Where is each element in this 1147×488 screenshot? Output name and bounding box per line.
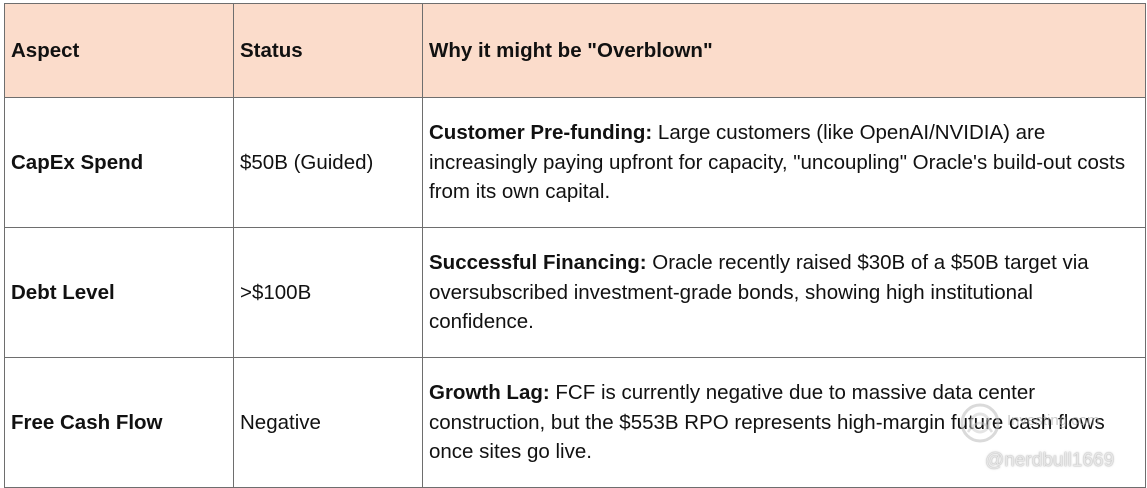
row-status: Negative bbox=[233, 357, 423, 488]
row-why: Customer Pre-funding: Large customers (l… bbox=[422, 97, 1146, 228]
row-aspect: CapEx Spend bbox=[4, 97, 234, 228]
row-why-detail: FCF is currently negative due to massive… bbox=[429, 381, 1105, 464]
row-aspect: Free Cash Flow bbox=[4, 357, 234, 488]
header-why: Why it might be "Overblown" bbox=[422, 3, 1146, 98]
table-row: Free Cash Flow Negative Growth Lag: FCF … bbox=[4, 357, 1146, 488]
header-aspect: Aspect bbox=[4, 3, 234, 98]
row-why-detail: Oracle recently raised $30B of a $50B ta… bbox=[429, 251, 1089, 334]
row-status: $50B (Guided) bbox=[233, 97, 423, 228]
row-status: >$100B bbox=[233, 227, 423, 358]
row-why-lead: Successful Financing: bbox=[429, 251, 647, 275]
row-why: Growth Lag: FCF is currently negative du… bbox=[422, 357, 1146, 488]
row-why-lead: Customer Pre-funding: bbox=[429, 121, 653, 145]
row-aspect: Debt Level bbox=[4, 227, 234, 358]
row-why-detail: Large customers (like OpenAI/NVIDIA) are… bbox=[429, 121, 1126, 204]
table-row: Debt Level >$100B Successful Financing: … bbox=[4, 227, 1146, 358]
row-why: Successful Financing: Oracle recently ra… bbox=[422, 227, 1146, 358]
table-header-row: Aspect Status Why it might be "Overblown… bbox=[4, 3, 1146, 98]
comparison-table: Aspect Status Why it might be "Overblown… bbox=[4, 3, 1146, 488]
row-why-lead: Growth Lag: bbox=[429, 381, 550, 405]
table-row: CapEx Spend $50B (Guided) Customer Pre-f… bbox=[4, 97, 1146, 228]
header-status: Status bbox=[233, 3, 423, 98]
